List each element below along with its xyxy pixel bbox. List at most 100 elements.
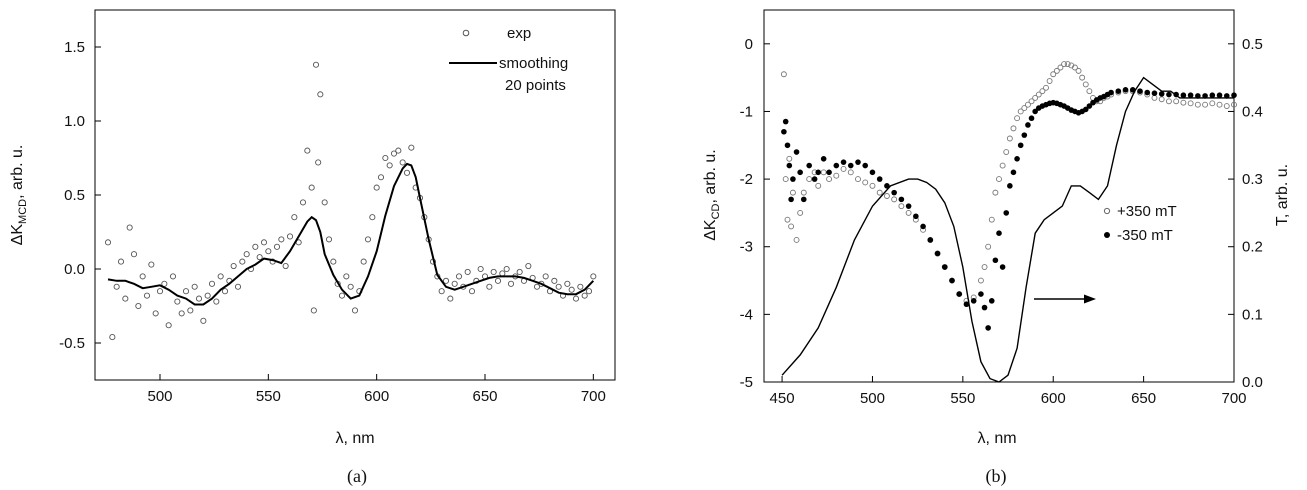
data-point-exp (408, 144, 415, 151)
data-point-minus-350 (1231, 92, 1237, 99)
data-point-exp (113, 283, 120, 290)
data-point-minus-350 (1115, 88, 1122, 94)
data-point-minus-350 (786, 162, 793, 169)
data-point-minus-350 (963, 301, 970, 308)
data-point-minus-350 (1209, 92, 1216, 99)
data-point-exp (221, 288, 229, 295)
data-point-minus-350 (949, 277, 955, 284)
x-tick-label-b: 450 (770, 390, 795, 407)
data-point-plus-350 (840, 165, 847, 172)
data-point-exp (230, 262, 237, 270)
data-point-minus-350 (1086, 103, 1093, 109)
data-point-exp (581, 292, 588, 299)
data-point-exp (364, 236, 372, 243)
y-label-sub-a: MCD (17, 199, 29, 224)
data-point-exp (451, 280, 458, 287)
data-point-plus-350 (1010, 125, 1017, 132)
data-point-exp (343, 273, 350, 280)
data-point-exp (590, 273, 597, 280)
data-point-plus-350 (786, 155, 793, 162)
data-point-plus-350 (992, 189, 999, 196)
y-axis-label-b: ΔKCD, arb. u. (702, 149, 722, 241)
data-point-plus-350 (999, 162, 1006, 169)
smoothing-line (107, 162, 595, 306)
x-axis-ticks-a: 500 550 600 650 700 (147, 374, 606, 405)
data-point-exp (325, 236, 333, 243)
data-point-minus-350 (956, 291, 963, 297)
data-point-exp (369, 214, 376, 221)
data-point-minus-350 (1144, 89, 1151, 96)
x-tick-label-b: 500 (860, 390, 885, 407)
data-point-plus-350 (833, 172, 840, 179)
data-point-plus-350 (1165, 98, 1172, 105)
y2-axis-ticks-b: 0.0 0.1 0.2 0.3 0.4 0.5 (1228, 36, 1263, 391)
data-point-exp (585, 288, 593, 295)
data-layer-a (104, 61, 597, 341)
data-point-exp (507, 280, 515, 287)
data-point-minus-350 (988, 298, 995, 304)
data-point-plus-350 (1046, 78, 1053, 84)
data-point-minus-350 (840, 159, 847, 165)
y2-tick-label-b: 0.4 (1242, 103, 1263, 120)
data-point-plus-350 (1231, 101, 1237, 108)
data-point-exp (330, 258, 337, 265)
data-point-minus-350 (781, 128, 787, 135)
data-point-plus-350 (996, 176, 1002, 183)
data-point-plus-350 (1209, 100, 1216, 107)
data-point-plus-350 (806, 176, 813, 183)
data-point-minus-350 (1007, 183, 1013, 189)
data-point-plus-350 (977, 277, 984, 284)
x-axis-label-a: λ, nm (335, 430, 374, 447)
data-point-minus-350 (1137, 88, 1143, 94)
data-point-exp (243, 251, 250, 258)
y2-tick-label-b: 0.3 (1242, 171, 1263, 188)
x-axis-label-b: λ, nm (977, 430, 1016, 447)
y-label-main-a: ΔK (9, 224, 26, 246)
data-point-plus-350 (1194, 101, 1201, 108)
data-point-plus-350 (891, 196, 898, 203)
data-point-plus-350 (820, 169, 827, 176)
data-point-exp (165, 322, 172, 329)
data-point-minus-350 (981, 304, 988, 311)
data-point-plus-350 (1158, 96, 1165, 103)
plot-frame-b (763, 9, 1235, 383)
data-point-exp (126, 224, 133, 231)
panel-caption-a: (a) (347, 466, 367, 487)
legend-marker-exp (462, 29, 470, 37)
data-point-exp (382, 154, 389, 162)
data-point-exp (390, 150, 398, 157)
data-point-exp (551, 277, 558, 284)
data-point-exp (256, 254, 263, 261)
data-point-plus-350 (1039, 88, 1046, 95)
data-point-exp (399, 159, 406, 166)
data-point-exp (490, 268, 497, 276)
y-tick-label-b: 0 (745, 36, 753, 53)
legend-label-plus-350: +350 mT (1117, 203, 1177, 220)
legend-label-smoothing: smoothing (499, 55, 568, 72)
data-point-exp (208, 280, 216, 287)
data-point-plus-350 (793, 237, 800, 243)
data-point-exp (304, 147, 311, 154)
data-point-minus-350 (826, 169, 832, 176)
data-point-exp (122, 295, 129, 302)
data-point-plus-350 (1057, 64, 1064, 71)
x-tick-label-a: 700 (581, 388, 606, 405)
data-point-exp (447, 295, 454, 302)
y-label-rest-b: , arb. u. (702, 149, 719, 203)
y-tick-label-a: 1.5 (64, 39, 85, 56)
y2-tick-label-b: 0.1 (1242, 306, 1263, 323)
data-point-plus-350 (1014, 115, 1021, 122)
y-label-rest-a: , arb. u. (9, 145, 26, 199)
data-point-minus-350 (1021, 132, 1028, 138)
data-point-minus-350 (1187, 92, 1194, 99)
data-point-exp (503, 265, 510, 273)
data-point-minus-350 (996, 230, 1002, 236)
y-tick-label-b: -3 (740, 239, 753, 256)
data-point-exp (499, 270, 506, 277)
data-point-plus-350 (847, 169, 854, 176)
data-point-plus-350 (782, 176, 789, 183)
data-point-exp (312, 61, 320, 68)
data-point-plus-350 (800, 189, 807, 196)
data-point-exp (200, 317, 207, 324)
data-point-exp (338, 292, 346, 299)
